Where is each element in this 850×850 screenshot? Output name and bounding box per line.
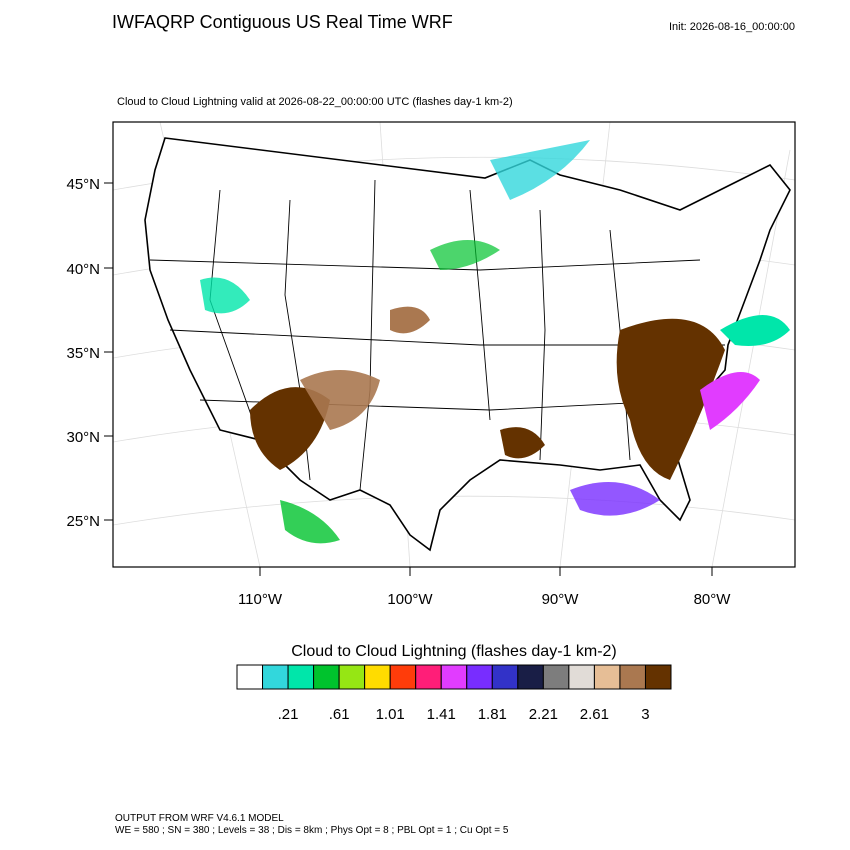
colorbar-swatch bbox=[313, 664, 340, 690]
colorbar-swatch bbox=[389, 664, 417, 690]
colorbar-swatch bbox=[491, 664, 519, 690]
colorbar-label: 3 bbox=[641, 706, 649, 723]
lon-labels: 110°W 100°W 90°W 80°W bbox=[238, 567, 731, 608]
lat-label: 25°N bbox=[66, 513, 100, 530]
colorbar-swatch bbox=[644, 664, 672, 690]
init-time: Init: 2026-08-16_00:00:00 bbox=[669, 21, 795, 33]
subtitle: Cloud to Cloud Lightning valid at 2026-0… bbox=[117, 96, 513, 108]
colorbar-swatch bbox=[262, 664, 289, 690]
colorbar-swatch bbox=[338, 664, 366, 690]
colorbar: .21 .61 1.01 1.41 1.81 2.21 2.61 3 bbox=[236, 664, 672, 723]
colorbar-swatch bbox=[440, 664, 468, 690]
lat-label: 45°N bbox=[66, 176, 100, 193]
colorbar-swatch bbox=[568, 664, 595, 690]
colorbar-swatch bbox=[364, 664, 391, 690]
map-frame bbox=[112, 121, 796, 568]
colorbar-swatch bbox=[236, 664, 264, 690]
lon-label: 110°W bbox=[238, 591, 283, 608]
colorbar-label: .61 bbox=[329, 706, 350, 723]
colorbar-swatch bbox=[542, 664, 570, 690]
colorbar-label: 1.81 bbox=[478, 706, 507, 723]
footer-line: OUTPUT FROM WRF V4.6.1 MODEL bbox=[115, 813, 284, 824]
colorbar-label: 1.01 bbox=[376, 706, 405, 723]
colorbar-swatch bbox=[593, 664, 621, 690]
colorbar-label: 1.41 bbox=[427, 706, 456, 723]
footer-line: WE = 580 ; SN = 380 ; Levels = 38 ; Dis … bbox=[115, 825, 509, 836]
lon-label: 100°W bbox=[387, 591, 433, 608]
lat-label: 30°N bbox=[66, 429, 100, 446]
lat-labels: 45°N 40°N 35°N 30°N 25°N bbox=[66, 176, 113, 530]
title: IWFAQRP Contiguous US Real Time WRF bbox=[112, 12, 453, 32]
colorbar-label: 2.21 bbox=[529, 706, 558, 723]
colorbar-swatch bbox=[415, 664, 442, 690]
colorbar-label: .21 bbox=[278, 706, 299, 723]
lon-label: 90°W bbox=[542, 591, 580, 608]
colorbar-swatch bbox=[287, 664, 315, 690]
colorbar-label: 2.61 bbox=[580, 706, 609, 723]
lat-label: 35°N bbox=[66, 345, 100, 362]
map bbox=[112, 121, 796, 568]
lightning-areas bbox=[200, 140, 790, 544]
colorbar-swatch bbox=[619, 664, 646, 690]
lat-label: 40°N bbox=[66, 261, 100, 278]
colorbar-swatch bbox=[466, 664, 493, 690]
colorbar-title: Cloud to Cloud Lightning (flashes day-1 … bbox=[291, 643, 617, 660]
colorbar-swatch bbox=[517, 664, 544, 690]
lon-label: 80°W bbox=[694, 591, 732, 608]
